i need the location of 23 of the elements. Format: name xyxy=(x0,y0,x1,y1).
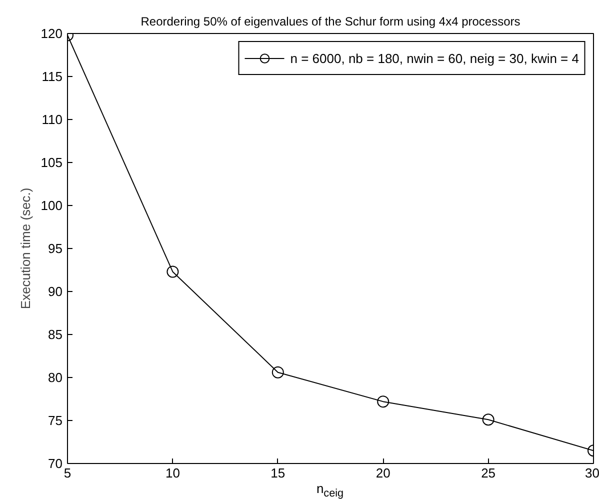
y-tick-label: 75 xyxy=(48,413,63,428)
x-tick-label: 5 xyxy=(64,466,72,480)
y-axis-title: Execution time (sec.) xyxy=(18,188,33,310)
point xyxy=(272,366,284,378)
chart-title: Reordering 50% of eigenvalues of the Schur form using 4x4 processors xyxy=(140,14,520,28)
x-tick-label: 10 xyxy=(165,466,180,480)
y-tick-label: 120 xyxy=(40,26,63,41)
y-tick-label: 110 xyxy=(42,112,63,127)
y-tick-label: 90 xyxy=(48,284,63,299)
legend-label: n = 6000, nb = 180, nwin = 60, neig = 30, kwin = 4 xyxy=(290,50,579,68)
y-tick-label: 80 xyxy=(48,370,63,385)
x-tick-label: 30 xyxy=(585,466,599,480)
y-tick-label: 100 xyxy=(40,198,63,213)
x-axis-title: n$_{ceig}$ xyxy=(316,481,344,499)
x-tick-label: 25 xyxy=(481,466,496,480)
y-tick-label: 115 xyxy=(42,69,63,84)
x-tick-label: 20 xyxy=(376,466,390,480)
y-tick-label: 95 xyxy=(48,241,63,256)
y-tick-label: 70 xyxy=(48,456,63,471)
y-tick-label: 85 xyxy=(48,327,63,342)
x-tick-label: 15 xyxy=(270,466,286,480)
point xyxy=(377,396,390,408)
y-tick-label: 105 xyxy=(40,155,63,170)
